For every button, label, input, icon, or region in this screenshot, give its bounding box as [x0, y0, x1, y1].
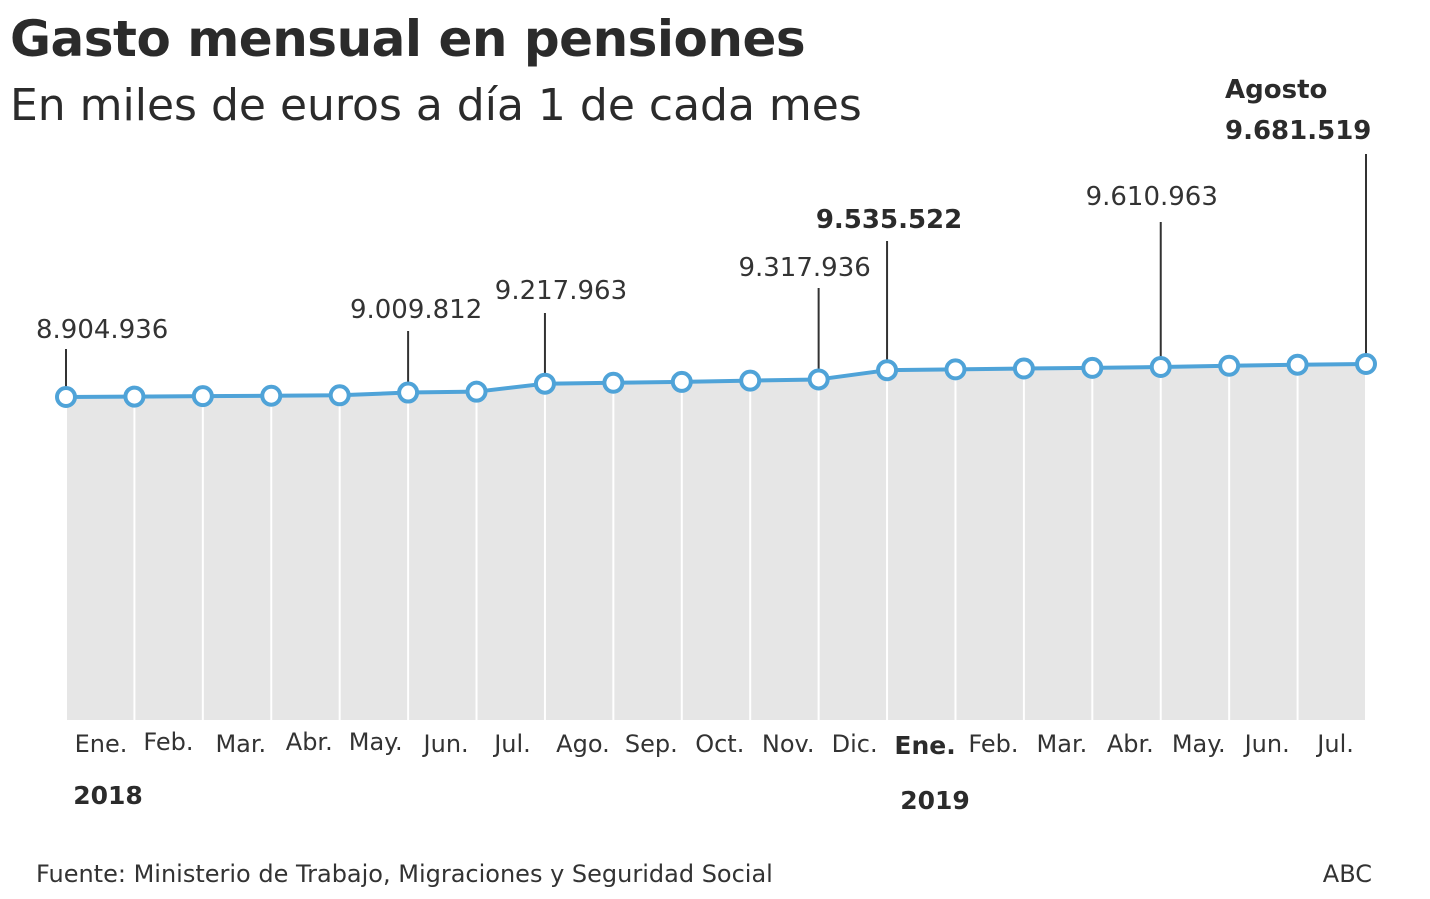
- x-tick-label: Ago.: [556, 730, 610, 758]
- x-tick-label: Feb.: [968, 730, 1018, 758]
- x-tick-label: Abr.: [1107, 730, 1154, 758]
- data-point: [602, 371, 625, 394]
- year-label: 2018: [73, 781, 143, 810]
- data-point: [191, 385, 214, 408]
- x-tick-label: Mar.: [1037, 730, 1088, 758]
- data-point: [876, 359, 899, 382]
- brand-label: ABC: [1322, 860, 1372, 888]
- data-label: Agosto: [1225, 75, 1327, 105]
- x-tick-label: Jun.: [1243, 730, 1290, 758]
- chart-subtitle: En miles de euros a día 1 de cada mes: [10, 80, 862, 131]
- data-point: [1355, 353, 1377, 375]
- x-tick-label: Nov.: [762, 730, 815, 758]
- data-point: [328, 384, 351, 407]
- data-point: [1012, 357, 1035, 380]
- x-tick-label: Ene.: [894, 731, 955, 760]
- data-point: [944, 358, 967, 381]
- x-tick-label: Mar.: [215, 730, 266, 758]
- data-point: [670, 370, 693, 393]
- x-tick-label: Jul.: [1315, 730, 1354, 758]
- data-point: [123, 385, 146, 408]
- data-point: [739, 369, 762, 392]
- data-label: 9.217.963: [495, 276, 627, 306]
- data-point: [807, 368, 830, 391]
- x-tick-label: Sep.: [625, 730, 678, 758]
- series-line: [65, 362, 1367, 399]
- area-fill: [66, 364, 1366, 720]
- x-tick-label: May.: [349, 728, 403, 756]
- x-tick-label: Abr.: [286, 728, 333, 756]
- x-tick-label: Jun.: [422, 730, 469, 758]
- x-tick-label: May.: [1172, 730, 1226, 758]
- data-point: [465, 380, 488, 403]
- chart-title: Gasto mensual en pensiones: [10, 10, 806, 68]
- x-tick-label: Jul.: [492, 730, 531, 758]
- data-point: [1286, 353, 1309, 376]
- data-label: 9.009.812: [350, 295, 482, 325]
- data-point: [1081, 356, 1104, 379]
- x-tick-label: Feb.: [143, 728, 193, 756]
- data-label: 9.535.522: [816, 205, 962, 235]
- data-point: [1218, 354, 1241, 377]
- data-label: 9.610.963: [1086, 182, 1218, 212]
- data-point: [260, 384, 283, 407]
- x-tick-label: Ene.: [75, 730, 128, 758]
- year-label: 2019: [900, 786, 970, 815]
- x-tick-label: Oct.: [695, 730, 744, 758]
- data-point: [397, 381, 420, 404]
- source-note: Fuente: Ministerio de Trabajo, Migracion…: [36, 860, 773, 888]
- data-label: 9.681.519: [1225, 116, 1371, 146]
- data-point: [1149, 355, 1172, 378]
- data-label: 9.317.936: [738, 253, 870, 283]
- data-point: [55, 386, 77, 408]
- data-point: [533, 372, 556, 395]
- x-tick-label: Dic.: [832, 730, 878, 758]
- data-label: 8.904.936: [36, 315, 168, 345]
